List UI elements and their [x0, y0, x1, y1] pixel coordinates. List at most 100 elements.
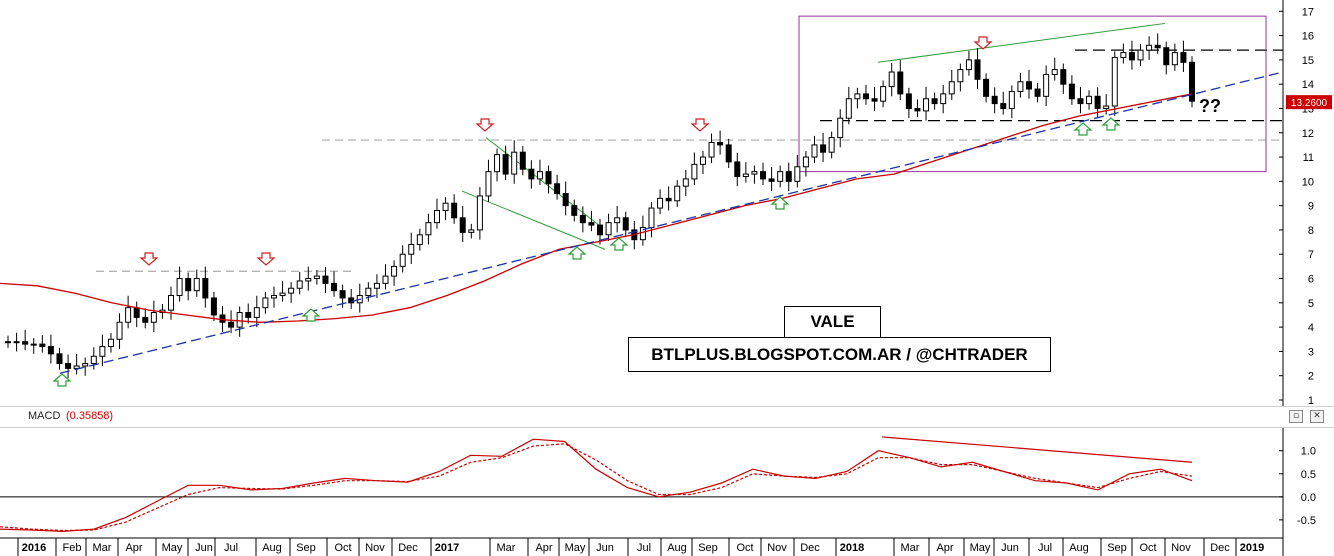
candle [1077, 86, 1084, 114]
candle-body [296, 280, 303, 289]
sell-arrow-icon [139, 252, 159, 266]
candle [777, 165, 784, 188]
candle-body [725, 144, 732, 163]
time-tick-label: Aug [1069, 542, 1089, 554]
time-tick-label: Apr [125, 542, 142, 554]
candle-body [1163, 47, 1170, 66]
candle-body [22, 341, 29, 345]
ascending-top-line [877, 22, 1166, 63]
candle [502, 145, 509, 181]
candle [485, 159, 492, 202]
candle-body [571, 205, 578, 216]
time-tick-label: 2019 [1240, 542, 1264, 554]
candle-body [914, 107, 921, 112]
buy-arrow-icon [52, 373, 72, 387]
candle [768, 167, 775, 192]
macd-divergence-line [881, 436, 1193, 463]
candle [399, 245, 406, 273]
support-trendline [59, 71, 1284, 374]
candle-body [648, 207, 655, 229]
time-tick-label: Mar [901, 542, 920, 554]
time-tick-label: Mar [93, 542, 112, 554]
candle [820, 133, 827, 162]
candle [828, 131, 835, 159]
candle-body [313, 275, 320, 280]
candle-body [176, 278, 183, 297]
candle [794, 154, 801, 188]
last-price-tag [1286, 95, 1332, 110]
close-icon[interactable]: ✕ [1310, 410, 1324, 423]
candle-body [1008, 90, 1015, 109]
time-tick-label: Oct [1139, 542, 1156, 554]
candle [13, 332, 20, 352]
candle-body [691, 163, 698, 180]
candle-body [202, 278, 209, 299]
candle-body [391, 265, 398, 277]
time-tick-label: Jul [637, 542, 651, 554]
candle-body [1068, 83, 1075, 100]
candle [862, 84, 869, 105]
candle-body [47, 346, 54, 355]
time-tick-label: Oct [736, 542, 753, 554]
candle-body [1120, 52, 1127, 58]
candle [65, 354, 72, 379]
candle-body [888, 71, 895, 88]
candle [39, 335, 46, 353]
candle [802, 150, 809, 177]
candle-body [845, 98, 852, 119]
candle [691, 152, 698, 185]
time-tick-label: Jun [195, 542, 213, 554]
candle [47, 334, 54, 364]
candle-body [511, 151, 518, 175]
candle-body [339, 290, 346, 299]
candle [699, 150, 706, 175]
candle [22, 329, 29, 351]
candle [974, 47, 981, 90]
candle [468, 223, 475, 239]
candle [270, 286, 277, 308]
macd-tick-label: 0.0 [1301, 492, 1316, 504]
candle-body [1034, 88, 1041, 97]
candle-body [622, 217, 629, 231]
candle [648, 202, 655, 238]
candle-body [699, 156, 706, 165]
candle [5, 335, 11, 348]
candle [1034, 82, 1041, 103]
signal-line [0, 443, 1193, 532]
candle-body [837, 117, 844, 139]
candle-body [1103, 105, 1110, 109]
time-tick-label: Jul [224, 542, 238, 554]
time-tick-label: Dec [1210, 542, 1230, 554]
candle [90, 347, 97, 370]
candle [1017, 72, 1024, 98]
price-tick-label: 9 [1308, 201, 1314, 213]
candle-body [785, 171, 792, 182]
candle-body [425, 222, 432, 236]
candle [957, 63, 964, 92]
time-tick-label: Mar [497, 542, 516, 554]
price-tick-label: 15 [1302, 55, 1314, 67]
candle [1128, 40, 1135, 70]
candle-body [331, 282, 338, 292]
price-tick-label: 10 [1302, 176, 1314, 188]
sell-arrow-icon [690, 118, 710, 132]
candle-body [811, 144, 818, 158]
candle [82, 357, 89, 376]
candle-body [408, 244, 415, 255]
sell-arrow-icon [475, 118, 495, 132]
candle-body [828, 137, 835, 153]
candle-body [1017, 81, 1024, 92]
candle-body [923, 98, 930, 112]
ticker-title: VALE [784, 306, 881, 338]
candle-body [13, 341, 20, 344]
time-tick-label: Sep [698, 542, 718, 554]
candle-body [494, 154, 501, 173]
buy-arrow-icon [1101, 117, 1121, 131]
candle [923, 86, 930, 121]
restore-icon[interactable]: ▫ [1289, 410, 1303, 423]
candle-body [99, 346, 106, 357]
time-tick-label: Aug [667, 542, 687, 554]
time-tick-label: Sep [1107, 542, 1127, 554]
candle [1120, 43, 1127, 64]
